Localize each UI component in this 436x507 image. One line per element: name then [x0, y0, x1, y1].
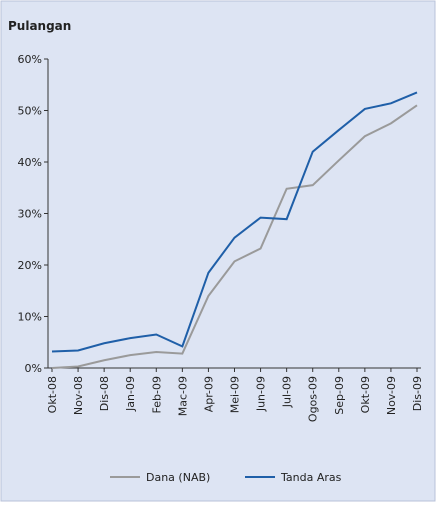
x-tick-label: Nov-08	[72, 376, 85, 415]
x-tick-label: Mac-09	[176, 376, 189, 416]
x-tick-label: Nov-09	[385, 376, 398, 415]
x-tick-label: Jan-09	[124, 376, 137, 412]
x-tick-label: Okt-08	[46, 376, 59, 413]
x-tick-label: Jul-09	[281, 376, 294, 408]
x-tick-label: Sep-09	[333, 376, 346, 415]
line-series	[51, 91, 418, 353]
y-tick-label: 10%	[18, 311, 42, 324]
x-tick-label: Okt-09	[359, 376, 372, 413]
legend-label: Tanda Aras	[280, 471, 342, 484]
x-tick-label: Dis-08	[98, 376, 111, 411]
y-tick-label: 20%	[18, 259, 42, 272]
chart-title: Pulangan	[8, 19, 71, 33]
legend-label: Dana (NAB)	[146, 471, 210, 484]
x-tick-label: Ogos-09	[307, 376, 320, 422]
x-tick-label: Feb-09	[150, 376, 163, 413]
line-series	[51, 104, 418, 369]
x-tick-label: Jun-09	[255, 376, 268, 412]
y-tick-label: 30%	[18, 208, 42, 221]
y-tick-label: 40%	[18, 156, 42, 169]
y-tick-label: 60%	[18, 53, 42, 66]
x-tick-label: Mei-09	[229, 376, 242, 413]
x-tick-label: Apr-09	[202, 376, 215, 412]
y-tick-label: 0%	[25, 362, 42, 375]
y-tick-label: 50%	[18, 105, 42, 118]
x-tick-label: Dis-09	[411, 376, 424, 411]
